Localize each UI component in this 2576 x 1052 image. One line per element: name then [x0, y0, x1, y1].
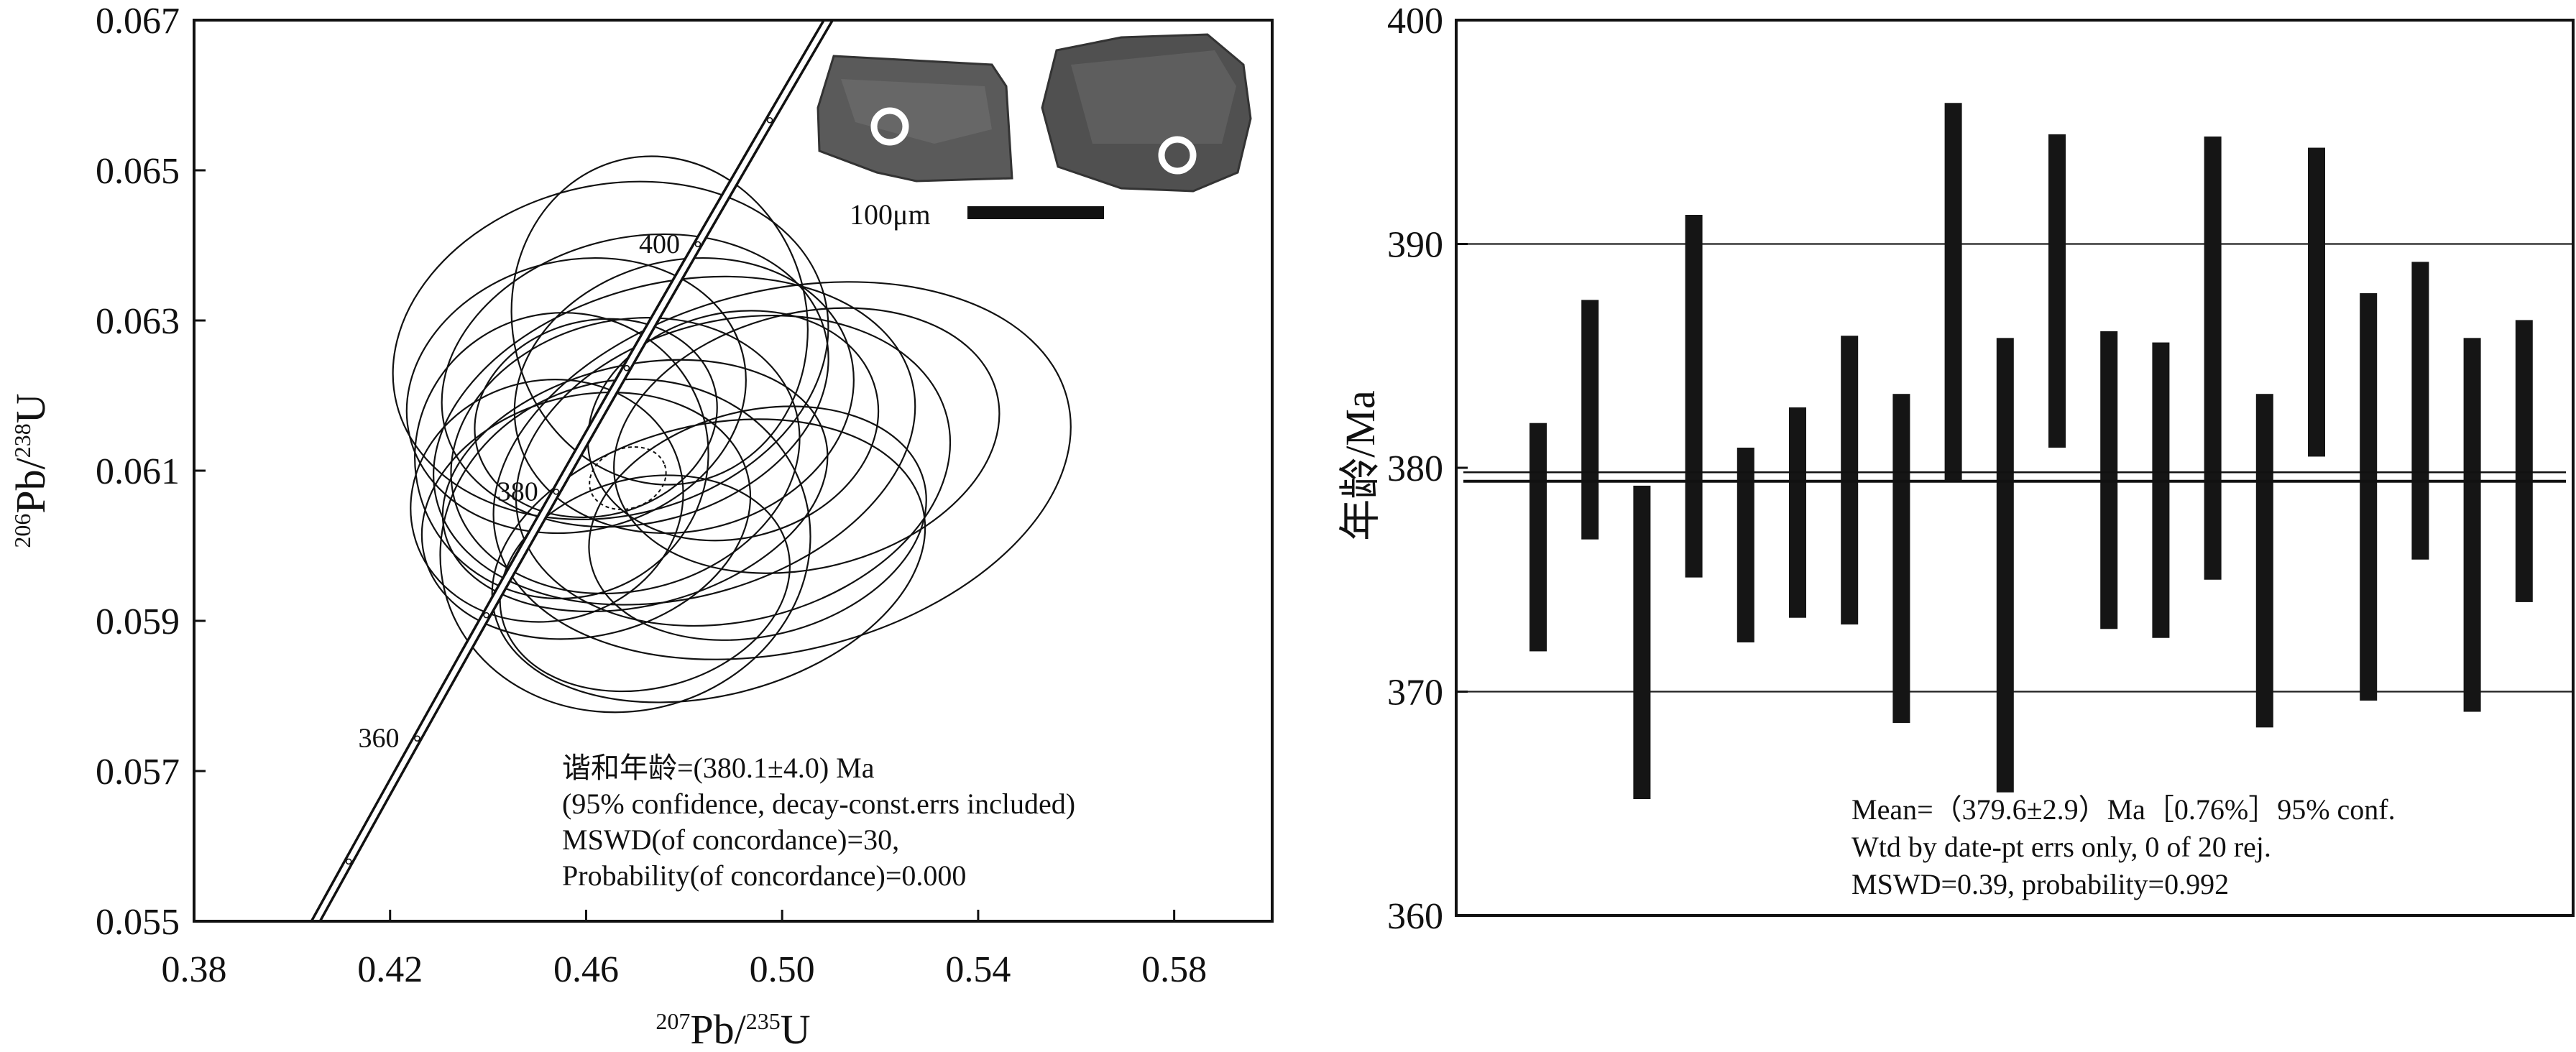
scale-bar-label: 100μm	[850, 198, 931, 231]
concordia-age-labels: 360 380 400	[358, 229, 680, 754]
error-ellipse	[588, 405, 927, 641]
concordia-y-tick-label: 0.057	[96, 752, 180, 793]
age-error-bar	[2515, 320, 2533, 602]
weighted-mean-y-tick-label: 380	[1387, 448, 1443, 489]
weighted-mean-y-ticks: 360 370 380 390 400	[1387, 1, 1468, 937]
age-error-bar	[1736, 447, 1754, 642]
age-error-bar	[2411, 262, 2429, 560]
age-error-bar	[2255, 394, 2273, 728]
weighted-mean-bars	[1530, 103, 2533, 800]
weighted-mean-annotation-line: Wtd by date-pt errs only, 0 of 20 rej.	[1852, 831, 2271, 863]
age-error-bar	[2360, 293, 2378, 701]
concordia-age-marker	[483, 612, 489, 619]
concordia-age-label: 380	[497, 476, 538, 507]
concordia-age-marker	[694, 241, 702, 248]
error-ellipse	[499, 474, 791, 693]
error-ellipse	[392, 180, 829, 520]
age-error-bar	[1530, 423, 1547, 652]
concordia-x-ticks: 0.38 0.42 0.46 0.50 0.54 0.58	[162, 910, 1207, 990]
weighted-mean-annotation-line: MSWD=0.39, probability=0.992	[1852, 868, 2229, 900]
error-ellipse	[586, 310, 880, 542]
age-error-bar	[1944, 103, 1962, 481]
age-error-bar	[1789, 407, 1806, 618]
error-ellipse	[414, 312, 709, 600]
age-error-bar	[1633, 485, 1651, 800]
concordia-age-label: 360	[358, 724, 399, 754]
weighted-mean-gridlines	[1456, 243, 2573, 693]
concordia-x-tick-label: 0.46	[553, 949, 619, 990]
concordia-y-tick-label: 0.059	[96, 601, 180, 642]
error-ellipse	[441, 359, 829, 613]
weighted-mean-annotation: Mean=（379.6±2.9）Ma［0.76%］95% conf. Wtd by…	[1852, 793, 2396, 900]
weighted-mean-y-tick-label: 390	[1387, 225, 1443, 266]
age-error-bar	[1685, 215, 1703, 578]
concordia-x-tick-label: 0.38	[162, 949, 227, 990]
age-error-bar	[2204, 136, 2222, 580]
weighted-mean-y-axis-title: 年龄/Ma	[1337, 390, 1384, 540]
scale-bar	[967, 206, 1104, 219]
weighted-mean-y-tick-label: 360	[1387, 896, 1443, 937]
concordia-age-marker	[623, 364, 630, 372]
weighted-mean-annotation-line: Mean=（379.6±2.9）Ma［0.76%］95% conf.	[1852, 793, 2396, 826]
concordia-y-tick-label: 0.065	[96, 151, 180, 192]
concordia-annotation-line: (95% confidence, decay-const.errs includ…	[562, 788, 1075, 820]
analysis-spot-1	[870, 107, 909, 146]
concordia-annotation-line: MSWD(of concordance)=30,	[562, 823, 899, 856]
age-error-bar	[2152, 342, 2170, 638]
age-error-bar	[2463, 338, 2481, 712]
concordia-age-marker	[553, 489, 560, 495]
weighted-mean-line	[1463, 471, 2566, 483]
concordia-y-tick-label: 0.055	[96, 902, 180, 943]
zircon-cl-inset: 100μm	[816, 33, 1252, 231]
concordia-x-tick-label: 0.50	[750, 949, 815, 990]
concordia-curve	[310, 20, 834, 921]
concordia-age-marker	[414, 735, 420, 742]
error-ellipse	[405, 257, 747, 535]
weighted-mean-y-tick-label: 400	[1387, 1, 1443, 42]
error-ellipse	[613, 307, 1000, 574]
concordia-age-marker	[766, 116, 773, 124]
age-error-bar	[2308, 147, 2325, 457]
weighted-mean-y-tick-label: 370	[1387, 673, 1443, 714]
error-ellipse	[510, 155, 809, 486]
concordia-chart: 360 380 400 0.055 0.057 0.059 0.061 0.063 0.065…	[7, 1, 1274, 1052]
concordia-annotation-line: Probability(of concordance)=0.000	[562, 859, 966, 892]
error-ellipse	[474, 318, 718, 519]
concordia-age-ellipse	[589, 446, 667, 510]
age-error-bar	[1892, 394, 1910, 724]
concordia-y-tick-label: 0.067	[96, 1, 180, 42]
concordia-age-label: 400	[639, 229, 680, 259]
concordia-age-marker	[345, 858, 352, 865]
concordia-y-tick-label: 0.061	[96, 451, 180, 492]
error-ellipse	[420, 391, 752, 640]
weighted-mean-plot-frame	[1455, 19, 2575, 917]
zircon-grain-2-zoning	[1071, 50, 1236, 144]
error-ellipse	[439, 378, 811, 714]
error-ellipse	[433, 275, 916, 606]
concordia-x-axis-title: 207Pb/235U	[656, 1006, 810, 1052]
concordia-ellipses	[392, 155, 1072, 714]
concordia-y-axis-title: 206Pb/238U	[7, 393, 54, 548]
error-ellipse	[441, 233, 829, 528]
zircon-grain-1-zoning	[841, 79, 992, 144]
concordia-y-ticks: 0.055 0.057 0.059 0.061 0.063 0.065 0.067	[96, 1, 206, 943]
concordia-y-tick-label: 0.063	[96, 301, 180, 342]
analysis-spot-2	[1158, 136, 1197, 175]
error-ellipse	[450, 317, 801, 595]
age-error-bar	[1581, 300, 1599, 540]
concordia-annotation-line: 谐和年龄=(380.1±4.0) Ma	[562, 752, 875, 784]
concordia-x-tick-label: 0.42	[357, 949, 423, 990]
concordia-annotation: 谐和年龄=(380.1±4.0) Ma (95% confidence, deca…	[562, 752, 1075, 892]
error-ellipse	[491, 418, 926, 703]
error-ellipse	[492, 281, 1072, 660]
concordia-x-tick-label: 0.58	[1141, 949, 1207, 990]
concordia-x-tick-label: 0.54	[945, 949, 1011, 990]
age-error-bar	[2048, 134, 2066, 448]
age-error-bar	[1996, 338, 2014, 793]
error-ellipse	[513, 257, 855, 535]
weighted-mean-chart: 360 370 380 390 400 年龄/Ma Mean=（379.6±2.9）Ma…	[1337, 1, 2575, 937]
